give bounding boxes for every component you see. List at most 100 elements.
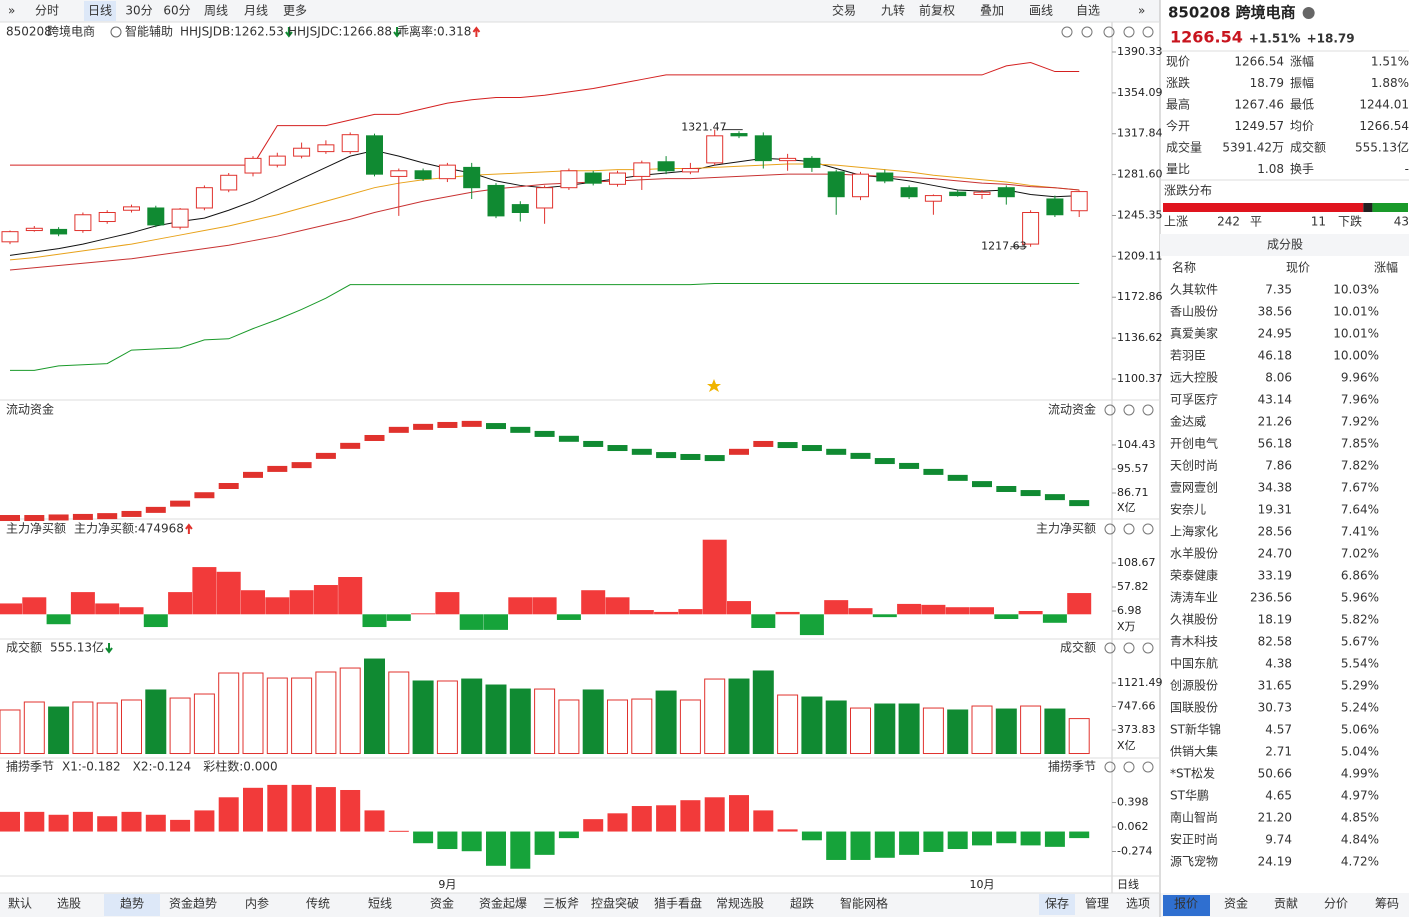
capture-bar	[1020, 831, 1041, 846]
cons-name[interactable]: 天创时尚	[1170, 459, 1218, 473]
bottom-tab[interactable]: 超跌	[790, 896, 814, 911]
quote-tab[interactable]: 报价	[1174, 896, 1198, 911]
bottom-action[interactable]: 保存	[1045, 897, 1069, 911]
panel-icon[interactable]	[1123, 642, 1135, 654]
quote-tab[interactable]: 分价	[1324, 897, 1348, 911]
cons-name[interactable]: 香山股份	[1170, 305, 1218, 319]
cons-name[interactable]: 源飞宠物	[1170, 854, 1218, 869]
volume-bar	[0, 709, 21, 755]
cons-name[interactable]: 荣泰健康	[1170, 568, 1218, 583]
cons-name[interactable]: *ST松发	[1170, 766, 1215, 781]
period-tab[interactable]: 分时	[35, 4, 59, 18]
cons-pct: 4.84%	[1341, 833, 1379, 847]
flow-bar	[631, 448, 652, 455]
bottom-tab[interactable]: 资金趋势	[169, 896, 217, 911]
cons-name[interactable]: ST新华锦	[1170, 722, 1221, 737]
cons-name[interactable]: 国联股份	[1170, 701, 1218, 715]
cons-name[interactable]: 真爱美家	[1170, 326, 1218, 341]
cons-name[interactable]: 远大控股	[1170, 371, 1218, 385]
tool-button[interactable]: 自选	[1076, 4, 1100, 18]
tool-button[interactable]: 九转	[881, 3, 905, 18]
bottom-tab[interactable]: 控盘突破	[591, 896, 639, 911]
cons-name[interactable]: 壹网壹创	[1170, 481, 1218, 495]
cons-pct: 5.24%	[1341, 701, 1379, 715]
cons-name[interactable]: 久其软件	[1170, 283, 1218, 297]
cons-price: 38.56	[1258, 305, 1292, 319]
cons-price: 28.56	[1258, 525, 1292, 539]
cons-name[interactable]: 开创电气	[1170, 436, 1218, 451]
collapse-icon[interactable]: »	[8, 4, 15, 18]
bottom-tab[interactable]: 内参	[245, 896, 269, 911]
bottom-tab[interactable]: 选股	[57, 897, 81, 911]
tool-button[interactable]: 叠加	[980, 4, 1004, 18]
chart-tools[interactable]	[1061, 26, 1154, 38]
quote-tab[interactable]: 贡献	[1274, 896, 1298, 911]
period-active-bg	[84, 1, 116, 21]
cons-pct: 7.85%	[1341, 437, 1379, 451]
candle-body	[1, 231, 19, 243]
tool-button[interactable]: 前复权	[919, 3, 955, 18]
cons-name[interactable]: 创源股份	[1170, 679, 1218, 693]
quote-tab[interactable]: 筹码	[1375, 897, 1399, 911]
cons-pct: 7.96%	[1341, 393, 1379, 407]
assist[interactable]: 智能辅助	[125, 24, 173, 39]
cons-name[interactable]: 金达威	[1170, 414, 1206, 429]
bottom-tab[interactable]: 默认	[8, 896, 32, 911]
bottom-tab[interactable]: 趋势	[120, 897, 144, 911]
assist-icon[interactable]	[110, 26, 122, 38]
bottom-action[interactable]: 管理	[1085, 896, 1109, 911]
panel-icon[interactable]	[1142, 761, 1154, 773]
quote-tab[interactable]: 资金	[1224, 896, 1248, 911]
panel-icon[interactable]	[1142, 404, 1154, 416]
period-tab[interactable]: 30分	[125, 4, 152, 18]
panel-icon[interactable]	[1123, 523, 1135, 535]
netbuy-value: 主力净买额:474968	[74, 522, 184, 536]
cons-name[interactable]: ST华鹏	[1170, 789, 1209, 803]
tool-button[interactable]: 交易	[832, 3, 856, 18]
period-tab[interactable]: 更多	[283, 4, 307, 18]
candle-body	[147, 207, 165, 226]
period-tab[interactable]: 60分	[163, 4, 190, 18]
panel-icon[interactable]	[1104, 642, 1116, 654]
panel-icon[interactable]	[1104, 404, 1116, 416]
flow-bar	[510, 426, 531, 433]
bottom-tab[interactable]: 资金起爆	[479, 896, 527, 911]
panel-icon[interactable]	[1104, 523, 1116, 535]
cons-name[interactable]: 水羊股份	[1170, 546, 1218, 561]
cons-name[interactable]: 青木科技	[1170, 635, 1218, 649]
cons-name[interactable]: 供销大集	[1170, 744, 1218, 759]
cons-name[interactable]: 若羽臣	[1170, 349, 1206, 363]
cons-name[interactable]: 可孚医疗	[1170, 393, 1218, 407]
candle-body	[414, 170, 432, 180]
panel-icon[interactable]	[1142, 642, 1154, 654]
bottom-tab[interactable]: 短线	[368, 897, 392, 911]
netbuy-bar	[70, 592, 95, 615]
period-tab[interactable]: 月线	[244, 4, 268, 18]
cons-name[interactable]: 中国东航	[1170, 656, 1218, 671]
bottom-action[interactable]: 选项	[1126, 897, 1150, 911]
info-icon[interactable]	[1302, 7, 1315, 19]
panel-icon[interactable]	[1123, 761, 1135, 773]
bottom-tab[interactable]: 猎手看盘	[654, 896, 702, 911]
tool-button[interactable]: 画线	[1029, 4, 1053, 18]
bottom-tab[interactable]: 常规选股	[716, 896, 764, 911]
cons-name[interactable]: 涛涛车业	[1170, 590, 1218, 605]
cons-name[interactable]: 安正时尚	[1170, 832, 1218, 847]
cons-pct: 10.01%	[1333, 327, 1379, 341]
bottom-tab[interactable]: 资金	[430, 896, 454, 911]
unit-label: X万	[1117, 620, 1136, 633]
bottom-tab[interactable]: 三板斧	[543, 897, 579, 911]
panel-icon[interactable]	[1142, 523, 1154, 535]
period-tab[interactable]: 日线	[88, 4, 112, 18]
bottom-tab[interactable]: 传统	[306, 896, 330, 911]
cons-name[interactable]: 久祺股份	[1170, 613, 1218, 627]
period-tab[interactable]: 周线	[204, 4, 228, 18]
cons-name[interactable]: 南山智尚	[1170, 810, 1218, 825]
expand-icon[interactable]: »	[1138, 4, 1145, 18]
cons-name[interactable]: 上海家化	[1170, 524, 1218, 539]
bottom-tab[interactable]: 智能网格	[840, 896, 888, 911]
panel-icon[interactable]	[1123, 404, 1135, 416]
panel-icon[interactable]	[1104, 761, 1116, 773]
cons-name[interactable]: 安奈儿	[1170, 502, 1206, 517]
cons-pct: 4.99%	[1341, 767, 1379, 781]
